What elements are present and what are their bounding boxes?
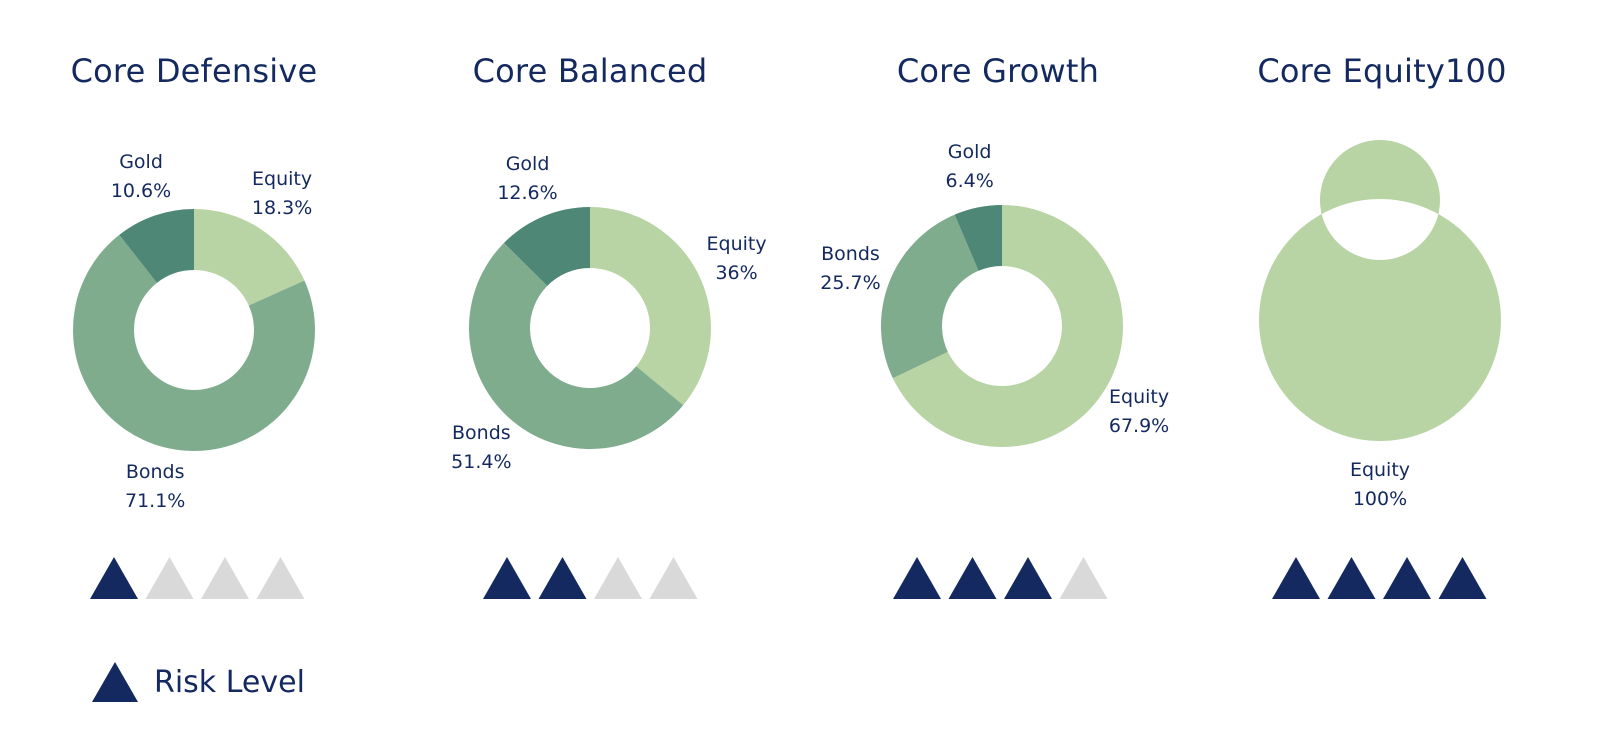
slice-label-value: 71.1% [125,490,186,513]
slice-label-name: Gold [119,150,163,173]
risk-legend: Risk Level [90,660,305,704]
donut-slice-equity [1258,140,1501,441]
slice-label-name: Equity [252,168,313,191]
slice-label: Bonds 51.4% [421,419,541,477]
donut-chart [881,205,1123,448]
risk-triangle-filled-icon [1438,557,1487,599]
risk-triangle-empty-icon [594,557,642,599]
risk-triangle-filled-icon [1383,557,1431,599]
risk-triangles [483,557,698,599]
risk-triangle-empty-icon [649,557,698,599]
donut-slice-bonds [72,234,315,451]
slice-label-name: Equity [706,233,767,256]
slice-label: Gold 10.6% [81,148,201,206]
risk-triangle-empty-icon [145,557,194,599]
slice-label-value: 36% [715,262,758,285]
risk-triangle-filled-icon [538,557,587,599]
donut-slice-bonds [468,242,684,450]
donut-chart [1258,140,1501,441]
chart-title: Core Defensive [70,52,318,90]
triangle-icon [92,662,138,702]
portfolio-panel: Core Equity100 Equity 100% [1200,0,1600,640]
risk-triangle-filled-icon [1004,557,1052,599]
slice-label-value: 6.4% [945,170,994,193]
slice-label: Equity 36% [677,230,797,288]
slice-label: Equity 67.9% [1079,383,1199,441]
slice-label-value: 51.4% [451,451,512,474]
donut-slice-gold [119,209,194,283]
risk-triangles [90,557,305,599]
slice-label-name: Equity [1349,459,1411,481]
risk-level-indicator [893,555,1123,605]
slice-label-name: Bonds [452,422,511,445]
chart-title: Core Equity100 [1257,52,1507,90]
donut-chart [72,209,315,451]
slice-label-value: 18.3% [251,197,313,220]
risk-triangle-filled-icon [483,557,531,599]
slice-label-name: Bonds [125,461,185,484]
chart-title: Core Balanced [472,52,708,90]
risk-legend-label: Risk Level [154,664,305,700]
donut-slice-equity [892,205,1123,448]
risk-triangles [893,557,1108,599]
slice-label: Equity 100% [1320,456,1440,514]
donut-slice-equity [590,207,711,406]
donut-slice-gold [954,205,1002,271]
risk-level-indicator [90,555,320,605]
risk-triangle-empty-icon [201,557,249,599]
slice-label-value: 67.9% [1108,415,1170,438]
slice-label-value: 12.6% [497,181,558,204]
donut-slice-gold [503,207,590,286]
slice-label-name: Gold [505,152,550,175]
slice-label: Gold 12.6% [468,150,588,208]
slice-label-name: Bonds [821,242,880,265]
slice-label: Bonds 71.1% [95,458,215,516]
chart-title: Core Growth [896,52,1100,90]
risk-triangle-empty-icon [1059,557,1108,599]
risk-triangle-filled-icon [1272,557,1320,599]
slice-label-value: 100% [1352,488,1408,510]
slice-label-name: Gold [947,141,992,164]
slice-label-value: 25.7% [820,271,881,294]
risk-triangle-empty-icon [256,557,305,599]
donut-slice-equity [194,209,305,306]
donut-slice-bonds [881,214,979,379]
slice-label: Bonds 25.7% [790,240,910,298]
risk-triangles [1272,557,1487,599]
risk-triangle-filled-icon [948,557,997,599]
slice-label: Equity 18.3% [222,165,342,223]
risk-triangle-filled-icon [90,557,138,599]
donut-chart [468,207,711,450]
slice-label-name: Equity [1109,386,1170,409]
portfolio-panel: Core Growth Equity 67.9% Bonds 25.7% Gold 6.4% [800,0,1200,640]
risk-triangle-filled-icon [893,557,941,599]
portfolio-panel: Core Balanced Equity 36% Bonds 51.4% Gold 12.6… [395,0,795,640]
risk-triangle-filled-icon [1327,557,1376,599]
risk-level-indicator [1272,555,1502,605]
portfolio-panel: Core Defensive Equity 18.3% Bonds 71.1% Gold 1… [0,0,400,640]
risk-level-indicator [483,555,713,605]
slice-label: Gold 6.4% [910,138,1030,196]
slice-label-value: 10.6% [110,179,172,202]
